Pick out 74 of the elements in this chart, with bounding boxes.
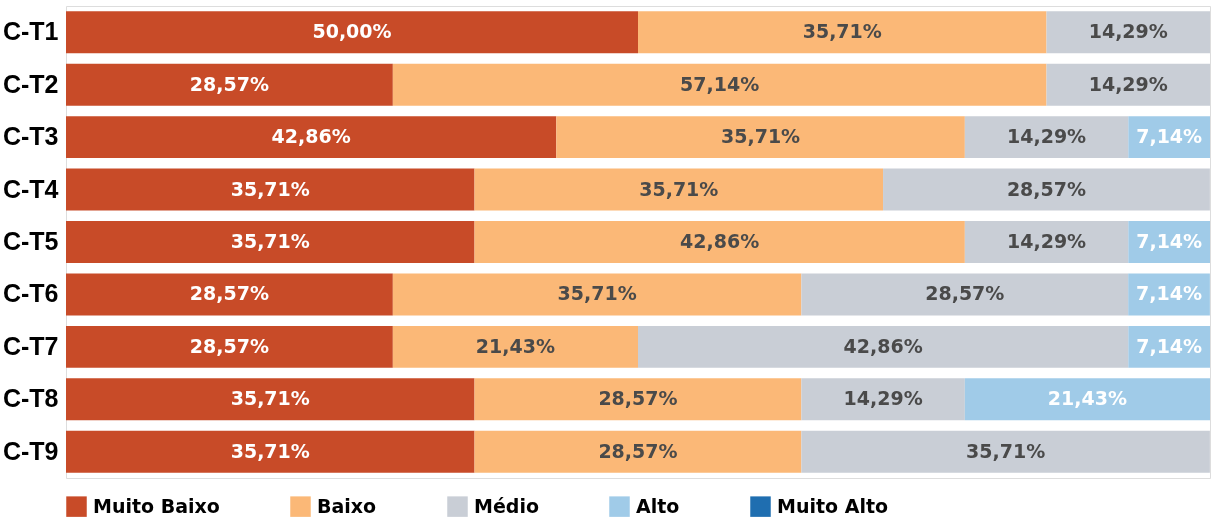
bar: [801, 378, 965, 421]
data-label: 35,71%: [230, 230, 310, 252]
data-label: 28,57%: [1006, 177, 1087, 200]
bar: [66, 273, 393, 316]
bar: [964, 221, 1129, 263]
data-label: 7,14%: [1136, 230, 1203, 252]
data-label: 7,14%: [1136, 125, 1203, 148]
bar: [392, 63, 1047, 106]
y-tick-label: C-T2: [2, 69, 59, 98]
bar: [66, 63, 393, 106]
data-label: 7,14%: [1136, 282, 1203, 305]
bar: [474, 221, 965, 263]
bar: [474, 168, 884, 211]
data-label: 21,43%: [1047, 387, 1127, 410]
legend-label: Muito Baixo: [93, 494, 220, 517]
bar: [801, 430, 1210, 473]
bar: [474, 378, 802, 421]
data-label: 14,29%: [1088, 20, 1168, 43]
y-tick-label: C-T4: [2, 174, 59, 203]
bar: [392, 273, 802, 316]
data-label: 14,29%: [1088, 72, 1168, 95]
bar: [392, 325, 638, 368]
data-label: 35,71%: [639, 177, 719, 200]
y-tick-label: C-T5: [2, 227, 59, 255]
bar: [66, 116, 557, 159]
data-label: 28,57%: [189, 334, 269, 357]
bar: [1046, 63, 1210, 106]
y-tick-label: C-T9: [2, 436, 59, 465]
data-label: 28,57%: [925, 282, 1005, 305]
bar: [638, 11, 1047, 54]
bar: [556, 116, 965, 159]
y-tick-label: C-T3: [2, 122, 59, 151]
data-label: 42,86%: [271, 125, 351, 148]
data-label: 50,00%: [312, 20, 392, 43]
legend-label: Médio: [474, 494, 539, 517]
data-label: 14,29%: [1007, 125, 1087, 148]
bar: [638, 325, 1129, 368]
data-label: 57,14%: [680, 72, 760, 95]
data-label: 35,71%: [230, 439, 310, 462]
bar: [1046, 11, 1210, 54]
legend-label: Alto: [636, 494, 680, 517]
data-label: 35,71%: [230, 177, 310, 200]
data-label: 21,43%: [475, 334, 555, 357]
y-tick-label: C-T1: [2, 17, 59, 46]
data-label: 28,57%: [598, 387, 678, 410]
data-label: 42,86%: [680, 230, 760, 252]
bar: [964, 378, 1210, 421]
data-label: 35,71%: [721, 125, 801, 148]
data-label: 28,57%: [189, 282, 269, 305]
y-tick-label: C-T6: [2, 279, 59, 308]
data-label: 14,29%: [1007, 230, 1087, 252]
data-label: 14,29%: [843, 387, 923, 410]
legend-label: Muito Alto: [777, 494, 889, 517]
bar: [883, 168, 1210, 211]
data-label: 28,57%: [189, 72, 269, 95]
bar: [66, 325, 393, 368]
data-label: 7,14%: [1136, 334, 1203, 357]
data-label: 35,71%: [557, 282, 637, 305]
bar: [66, 168, 475, 211]
data-label: 42,86%: [843, 334, 923, 357]
data-label: 35,71%: [230, 387, 310, 410]
legend-label: Baixo: [317, 494, 377, 517]
data-label: 28,57%: [598, 439, 678, 462]
bar: [66, 378, 475, 421]
bar: [66, 430, 475, 473]
bar: [474, 430, 802, 473]
bar: [801, 273, 1129, 316]
y-tick-label: C-T8: [2, 384, 59, 413]
bar: [66, 221, 475, 263]
data-label: 35,71%: [966, 439, 1046, 462]
bar: [964, 116, 1129, 159]
data-label: 35,71%: [802, 20, 882, 43]
y-tick-label: C-T7: [2, 331, 59, 360]
bar: [66, 11, 638, 54]
